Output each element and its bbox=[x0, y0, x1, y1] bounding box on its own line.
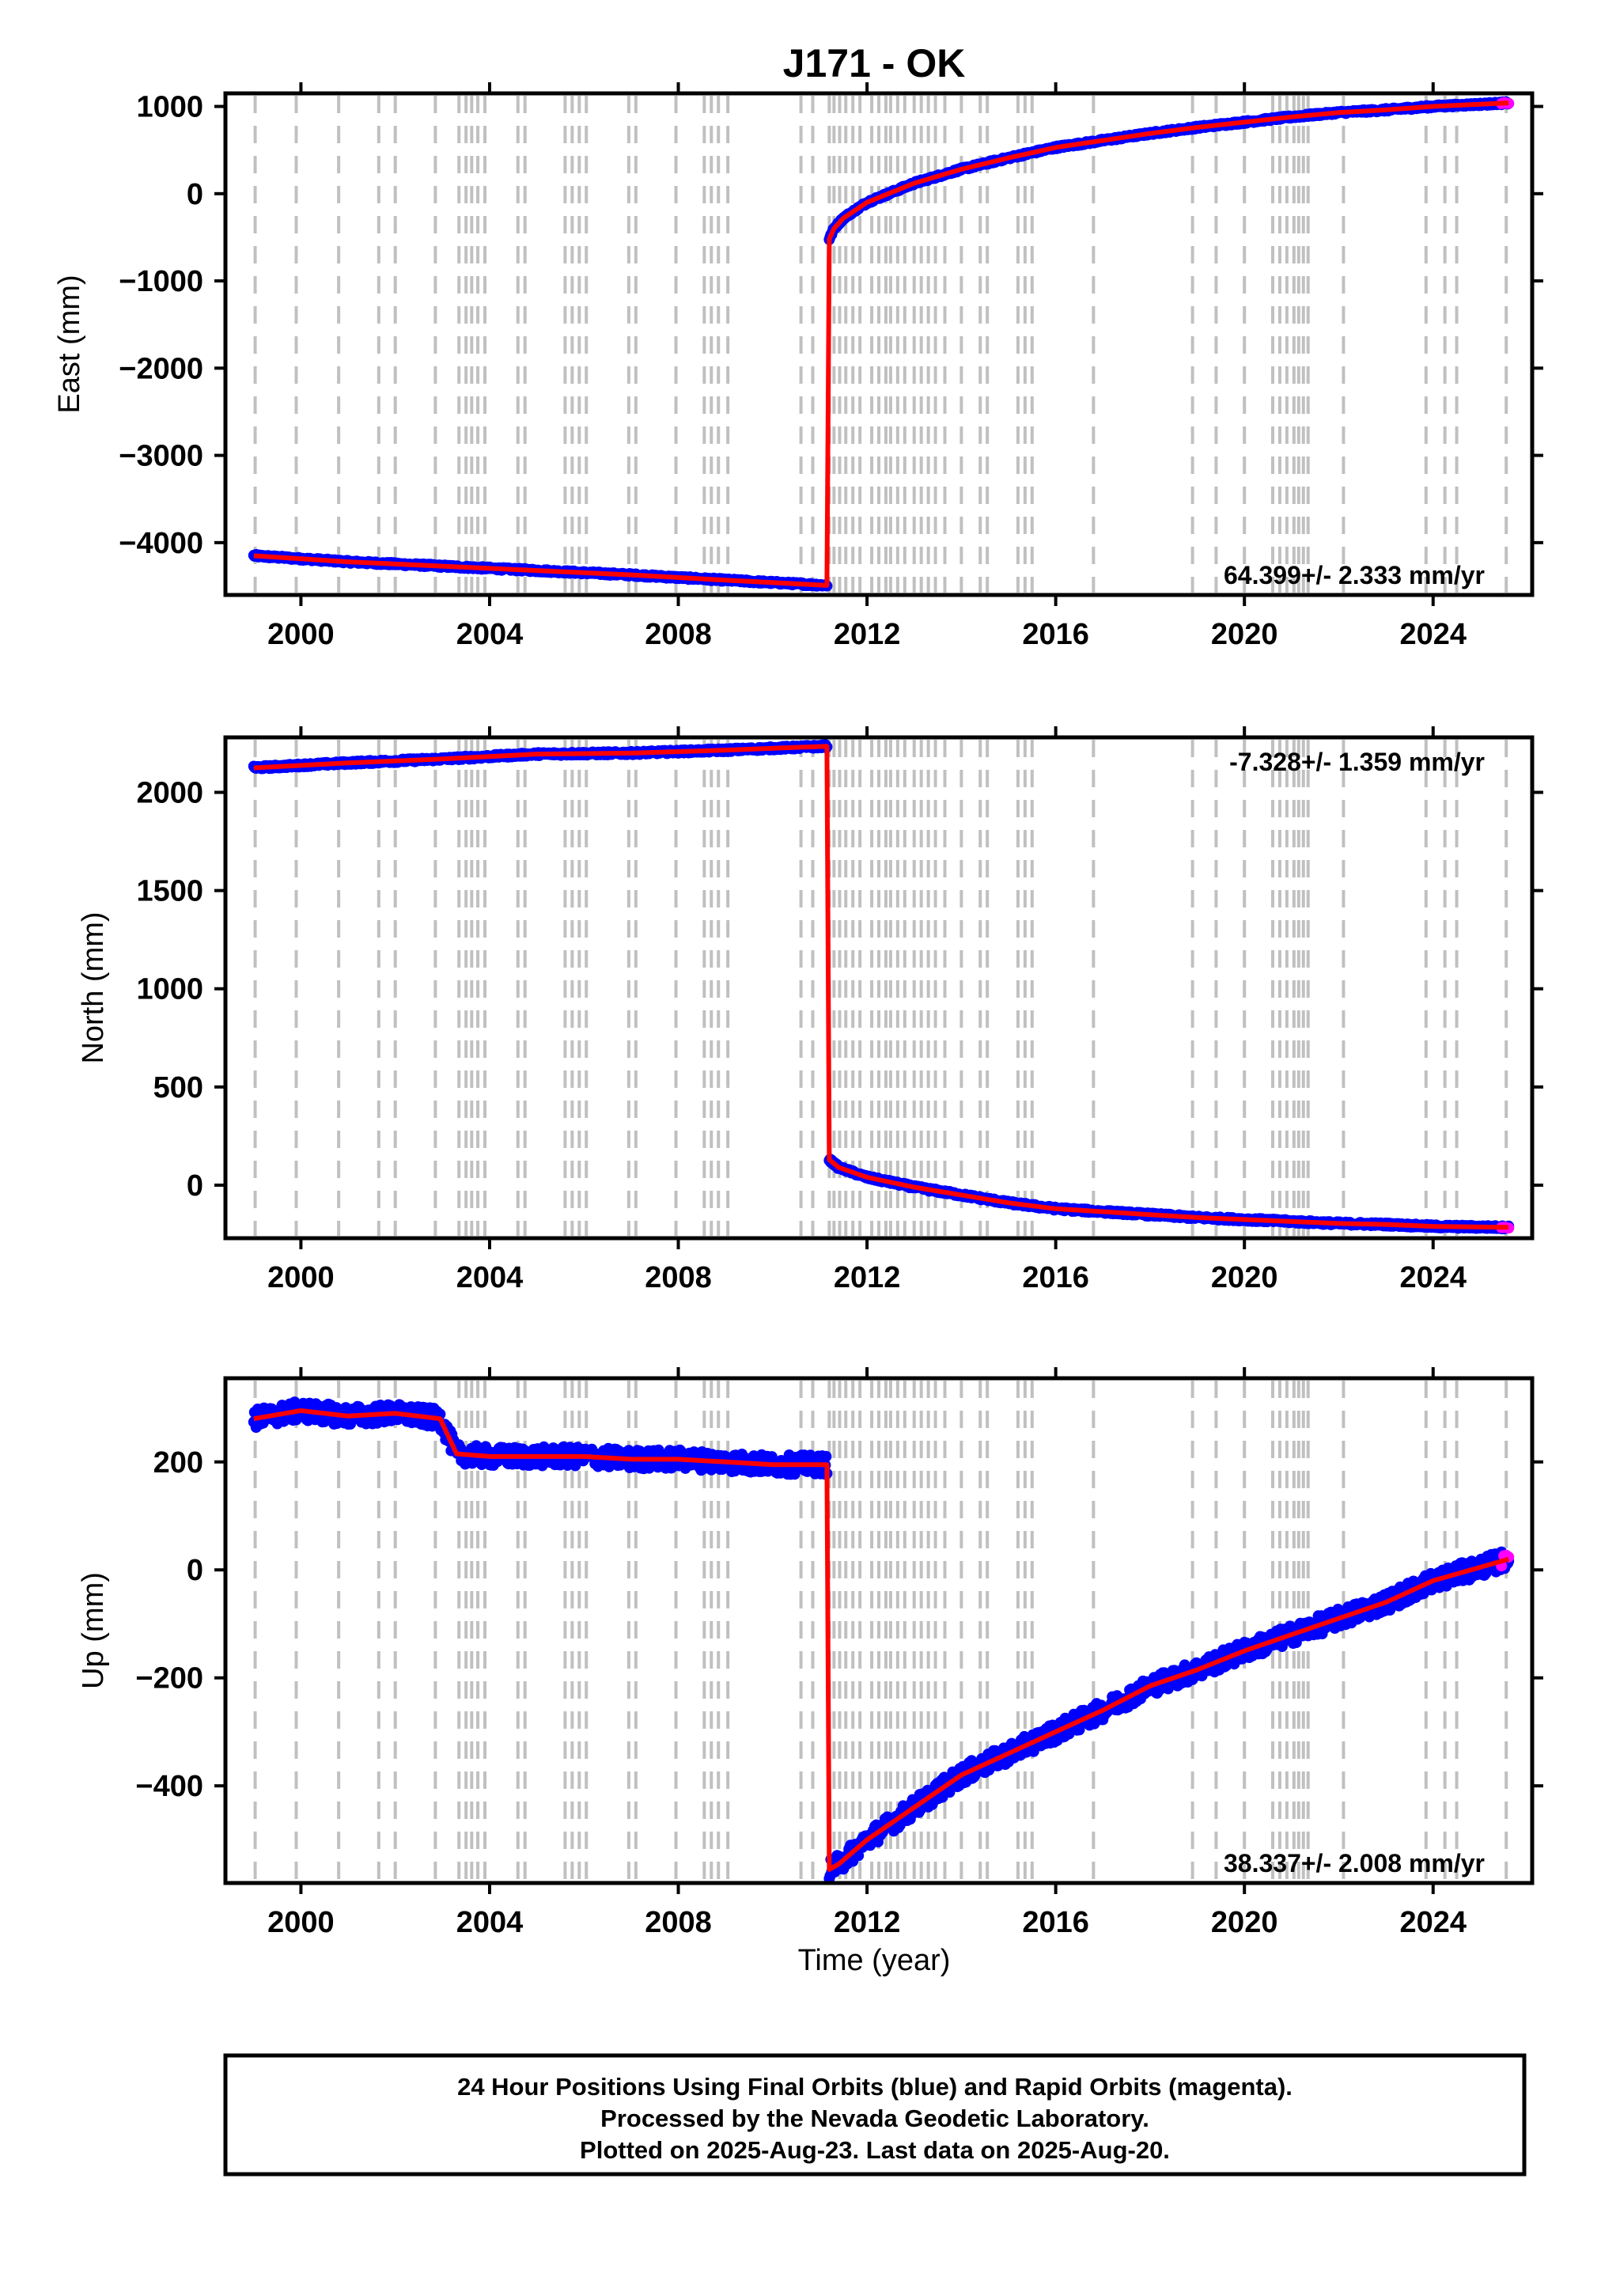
model-line bbox=[253, 100, 1509, 588]
final-orbit-point bbox=[820, 1450, 832, 1462]
x-tick-label: 2000 bbox=[267, 1261, 335, 1294]
y-tick-label: −4000 bbox=[119, 527, 203, 560]
plot-frame bbox=[223, 91, 1535, 597]
y-tick-label: −2000 bbox=[119, 352, 203, 385]
y-tick-label: −1000 bbox=[119, 265, 203, 298]
model-line bbox=[253, 744, 1509, 1230]
x-tick-label: 2020 bbox=[1211, 618, 1278, 651]
y-tick-label: 0 bbox=[187, 1169, 203, 1203]
final-orbit-points bbox=[248, 96, 1515, 592]
y-tick-label: 1500 bbox=[136, 875, 203, 908]
x-tick-label: 2012 bbox=[834, 1261, 901, 1294]
final-orbit-points bbox=[248, 1396, 1515, 1885]
y-axis-label: North (mm) bbox=[77, 911, 110, 1063]
x-tick-label: 2020 bbox=[1211, 1261, 1278, 1294]
x-tick-label: 2024 bbox=[1399, 618, 1467, 651]
y-tick-label: 0 bbox=[187, 178, 203, 211]
y-tick-label: 2000 bbox=[136, 777, 203, 810]
x-tick-label: 2016 bbox=[1022, 618, 1089, 651]
chart-title: J171 - OK bbox=[783, 41, 966, 85]
x-tick-label: 2024 bbox=[1399, 1261, 1467, 1294]
y-tick-label: −3000 bbox=[119, 440, 203, 473]
velocity-label: 64.399+/- 2.333 mm/yr bbox=[1224, 561, 1485, 589]
x-tick-label: 2004 bbox=[456, 618, 524, 651]
up-panel: 2000 2004 2008 2012 2016 2020 20242000−200−400… bbox=[77, 1367, 1543, 1939]
y-tick-label: 1000 bbox=[136, 91, 203, 124]
north-panel: 2000 2004 2008 2012 2016 2020 2024 2000 1500 1000… bbox=[77, 726, 1543, 1294]
east-panel: 2000 2004 2008 2012 2016 2020 2024 1000 0 −1000 −2… bbox=[53, 82, 1543, 651]
x-tick-label: 2000 bbox=[267, 618, 335, 651]
x-tick-label: 2004 bbox=[456, 1261, 524, 1294]
x-tick-label: 2008 bbox=[645, 1261, 712, 1294]
x-tick-label: 2008 bbox=[645, 618, 712, 651]
y-axis-label: East (mm) bbox=[53, 275, 86, 413]
x-tick-label: 2012 bbox=[834, 618, 901, 651]
x-tick-label: 2016 bbox=[1022, 1261, 1089, 1294]
final-orbit-points bbox=[248, 739, 1515, 1235]
velocity-label: -7.328+/- 1.359 mm/yr bbox=[1229, 748, 1485, 776]
y-tick-label: 500 bbox=[153, 1071, 203, 1104]
y-tick-label: 1000 bbox=[136, 973, 203, 1006]
